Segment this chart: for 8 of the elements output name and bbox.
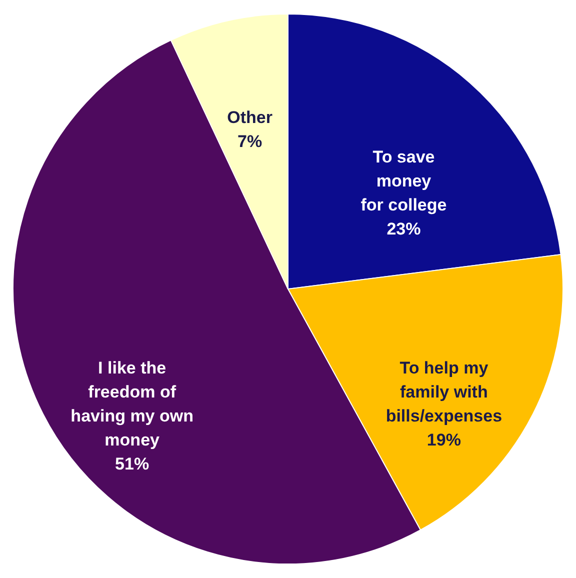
data-label: 7% [238, 132, 262, 152]
slice-label: Other [227, 108, 273, 128]
data-label: 51% [115, 454, 150, 474]
data-label: 19% [426, 430, 461, 450]
slice-label: I like the freedom of having my own money [70, 358, 194, 450]
data-label: 23% [386, 220, 421, 239]
slice-label: To help my family with bills/expenses [386, 358, 502, 426]
slice-label: To save money for college [360, 148, 447, 215]
